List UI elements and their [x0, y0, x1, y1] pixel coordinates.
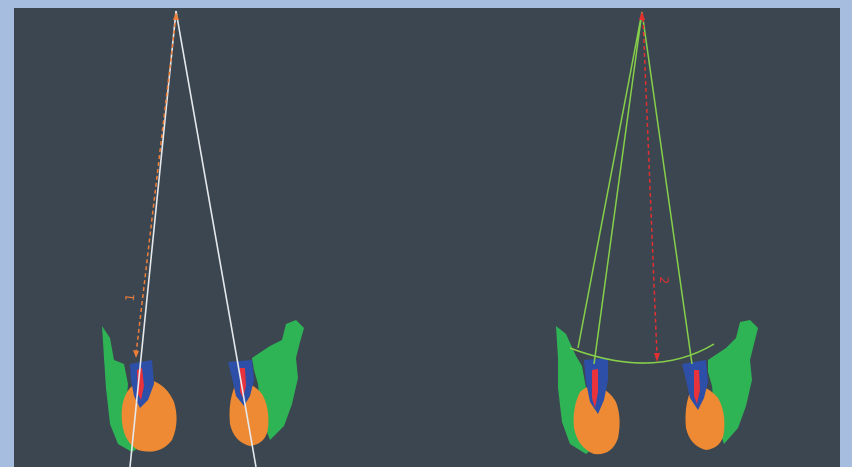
right-ray-2	[593, 11, 643, 365]
diagram-canvas: 1 2	[14, 8, 840, 467]
left-measurement-label: 1	[123, 293, 138, 302]
right-measurement-arrow-top	[639, 11, 645, 20]
right-orange-region-a	[573, 386, 620, 455]
left-measurement-line	[135, 15, 177, 355]
right-ray-3	[641, 11, 693, 365]
left-ray-right	[175, 10, 257, 467]
right-panel: 2	[556, 11, 758, 455]
right-measurement-label: 2	[657, 276, 671, 285]
right-root-canal-b	[694, 370, 700, 404]
right-root-canal-a	[592, 369, 598, 408]
right-measurement-line	[642, 17, 658, 357]
left-measurement-arrow-bottom	[133, 350, 139, 358]
left-jaw-right-section	[228, 320, 304, 446]
left-jaw-left-section	[102, 326, 177, 452]
left-root-canal-b	[240, 368, 246, 398]
right-jaw-right-section	[682, 320, 758, 450]
right-jaw-left-section	[556, 326, 620, 455]
left-measurement-arrow-top	[173, 12, 179, 20]
left-panel: 1	[102, 10, 304, 467]
right-reference-arc	[569, 343, 715, 364]
diagram-svg: 1 2	[102, 10, 758, 467]
right-measurement-arrow-bottom	[654, 353, 660, 362]
right-ray-1	[577, 11, 643, 349]
